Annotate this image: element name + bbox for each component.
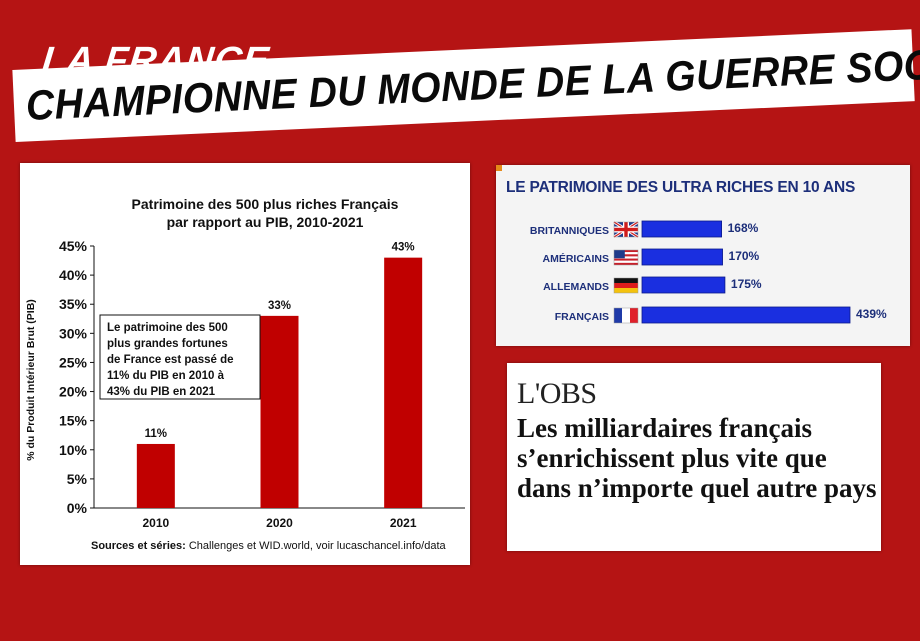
france-flag-icon xyxy=(613,307,639,324)
ultra-row-britanniques: BRITANNIQUES 168% xyxy=(530,220,759,239)
data-label-2021: 43% xyxy=(392,242,415,254)
chart-ylabel: % du Produit Intérieur Brut (PIB) xyxy=(25,299,37,461)
bar-2021 xyxy=(384,257,423,508)
annotation-line: 11% du PIB en 2010 à xyxy=(107,370,225,382)
wealth-gdp-chart: Patrimoine des 500 plus riches Français … xyxy=(25,196,465,552)
data-label-2020: 33% xyxy=(268,300,291,312)
chart-annotation-box: Le patrimoine des 500 plus grandes fortun… xyxy=(99,314,261,400)
y-tick-label: 10% xyxy=(59,442,88,458)
ultra-rich-chart: BRITANNIQUES 168% AMÉRICAINS 170% ALLEMANDS 1… xyxy=(530,220,887,324)
chart-source: Sources et séries: Challenges et WID.wor… xyxy=(91,540,447,552)
wealth-gdp-chart-card: Patrimoine des 500 plus riches Français … xyxy=(20,163,470,565)
y-tick-label: 0% xyxy=(67,500,88,516)
x-tick-label-2010: 2010 xyxy=(142,516,169,530)
ultra-value-label: 168% xyxy=(728,221,759,235)
annotation-line: de France est passé de xyxy=(107,354,234,366)
chart-annotation-text: Le patrimoine des 500 plus grandes fortun… xyxy=(107,322,234,398)
ultra-bar xyxy=(641,306,851,324)
ultra-row-américains: AMÉRICAINS 170% xyxy=(542,248,760,266)
y-tick-label: 35% xyxy=(59,296,88,312)
ultra-category-label: BRITANNIQUES xyxy=(530,225,609,237)
ultra-bar xyxy=(641,248,723,266)
chart-title-line1: Patrimoine des 500 plus riches Français xyxy=(132,196,399,212)
ultra-category-label: AMÉRICAINS xyxy=(542,252,609,265)
x-tick-label-2020: 2020 xyxy=(266,516,293,530)
ultra-row-français: FRANÇAIS 439% xyxy=(555,306,887,324)
chart-title-line2: par rapport au PIB, 2010-2021 xyxy=(167,214,364,230)
corner-mark xyxy=(496,165,502,171)
y-tick-label: 45% xyxy=(59,238,88,254)
y-tick-label: 25% xyxy=(59,354,88,370)
annotation-line: Le patrimoine des 500 xyxy=(107,322,228,334)
chart-axes: 0% 5% 10% 15% 20% 25% 30% 35% 40% 45% xyxy=(59,238,465,516)
annotation-line: 43% du PIB en 2021 xyxy=(107,386,216,398)
obs-logo: L'OBS xyxy=(517,377,597,410)
x-tick-label-2021: 2021 xyxy=(390,516,417,530)
chart-bars: 11% 2010 33% 2020 43% 2021 xyxy=(136,242,423,530)
data-label-2010: 11% xyxy=(145,428,167,440)
y-tick-label: 5% xyxy=(67,471,88,487)
ultra-value-label: 170% xyxy=(729,249,760,263)
annotation-line: plus grandes fortunes xyxy=(107,338,228,350)
ultra-rich-title: LE PATRIMOINE DES ULTRA RICHES EN 10 ANS xyxy=(506,179,856,196)
us-flag-icon xyxy=(613,249,639,266)
bar-2010 xyxy=(136,443,175,508)
ultra-rich-chart-card: LE PATRIMOINE DES ULTRA RICHES EN 10 ANS… xyxy=(496,165,910,346)
ultra-value-label: 175% xyxy=(731,277,762,291)
ultra-category-label: ALLEMANDS xyxy=(543,281,609,293)
y-tick-label: 30% xyxy=(59,325,88,341)
uk-flag-icon xyxy=(613,220,639,239)
ultra-bar xyxy=(641,220,722,238)
ultra-value-label: 439% xyxy=(856,307,887,321)
y-tick-label: 15% xyxy=(59,413,88,429)
y-tick-label: 20% xyxy=(59,384,88,400)
bar-2020 xyxy=(260,315,299,508)
ultra-bar xyxy=(641,276,726,294)
germany-flag-icon xyxy=(613,277,639,294)
obs-article-card: L'OBS Les milliardaires français s’enric… xyxy=(507,363,881,551)
ultra-category-label: FRANÇAIS xyxy=(555,311,609,323)
y-tick-label: 40% xyxy=(59,267,88,283)
obs-headline: Les milliardaires français s’enrichissen… xyxy=(517,413,877,503)
ultra-row-allemands: ALLEMANDS 175% xyxy=(543,276,762,294)
